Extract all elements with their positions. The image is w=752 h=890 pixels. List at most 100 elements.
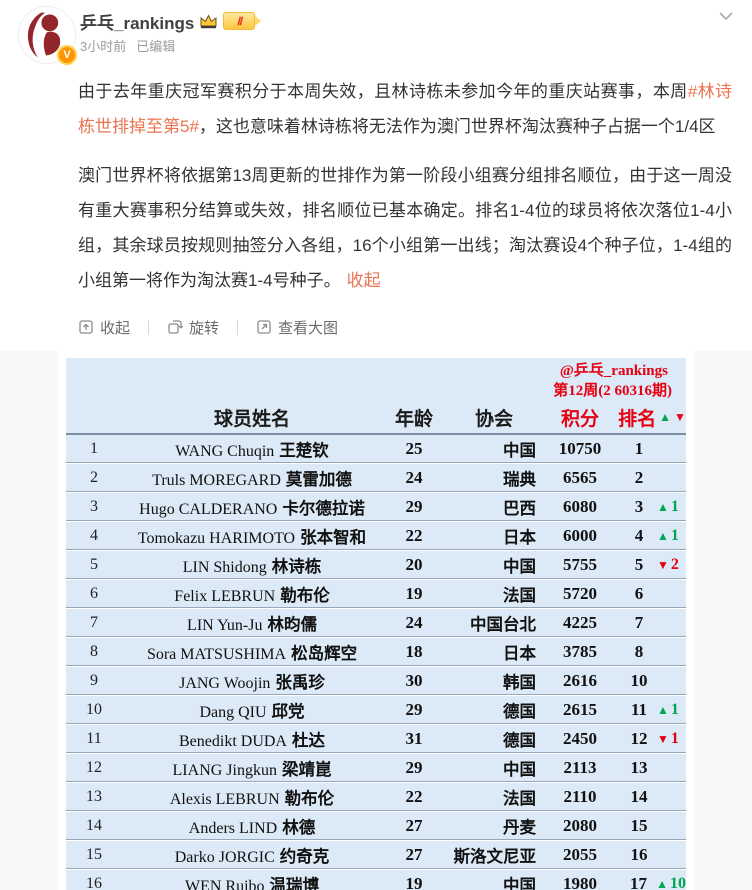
table-row: 9 JANG Woojin 张禹珍 30 韩国 2616 10 bbox=[66, 667, 686, 695]
player-name-cell: LIN Yun-Ju 林昀儒 bbox=[122, 611, 382, 635]
player-points: 2615 bbox=[563, 699, 597, 719]
table-row: 12 LIANG Jingkun 梁靖崑 29 中国 2113 13 bbox=[66, 754, 686, 782]
player-name-cell: Benedikt DUDA 杜达 bbox=[122, 727, 382, 751]
player-name-cell: Tomokazu HARIMOTO 张本智和 bbox=[122, 524, 382, 548]
player-points: 10750 bbox=[558, 438, 602, 458]
column-association: 协会 bbox=[474, 408, 513, 430]
player-association: 法国 bbox=[503, 586, 536, 605]
username[interactable]: 乒乓_rankings bbox=[80, 13, 195, 33]
player-name-latin: LIANG Jingkun bbox=[172, 761, 277, 779]
table-row: 3 Hugo CALDERANO 卡尔德拉诺 29 巴西 6080 3 ▲ 1 bbox=[66, 493, 686, 521]
player-association: 中国 bbox=[503, 876, 536, 890]
rotate-button[interactable]: 旋转 bbox=[167, 317, 219, 338]
row-number: 11 bbox=[86, 729, 102, 747]
player-name-chinese: 林昀儒 bbox=[267, 615, 317, 634]
timestamp: 3小时前 bbox=[80, 39, 127, 54]
player-name-cell: WANG Chuqin 王楚钦 bbox=[122, 437, 382, 461]
player-points: 2450 bbox=[563, 728, 597, 748]
toolbar-divider bbox=[237, 319, 239, 335]
paragraph-2: 澳门世界杯将依据第13周更新的世排作为第一阶段小组赛分组排名顺位，由于这一周没有… bbox=[78, 158, 732, 298]
player-points: 5720 bbox=[563, 583, 597, 603]
player-rank-cell: 15 bbox=[618, 816, 686, 836]
player-name-latin: Sora MATSUSHIMA bbox=[146, 645, 287, 663]
player-age: 19 bbox=[405, 873, 423, 890]
row-number: 6 bbox=[90, 584, 98, 602]
post-image-area: @乒乓_rankings 第12周(2 60316期) 球员姓名 年龄 协会 积… bbox=[0, 351, 752, 890]
ranking-image[interactable]: @乒乓_rankings 第12周(2 60316期) 球员姓名 年龄 协会 积… bbox=[58, 351, 694, 890]
table-row: 1 WANG Chuqin 王楚钦 25 中国 10750 1 bbox=[66, 435, 686, 463]
player-name-chinese: 邱党 bbox=[271, 702, 305, 721]
player-age: 31 bbox=[405, 728, 423, 748]
rank-change-value: 1 bbox=[670, 729, 679, 747]
player-age: 29 bbox=[405, 757, 423, 777]
player-name-cell: Hugo CALDERANO 卡尔德拉诺 bbox=[122, 495, 382, 519]
row-number: 8 bbox=[90, 642, 98, 660]
ranking-table: @乒乓_rankings 第12周(2 60316期) 球员姓名 年龄 协会 积… bbox=[66, 358, 686, 890]
rotate-label: 旋转 bbox=[189, 319, 220, 337]
player-name-cell: Truls MOREGARD 莫雷加德 bbox=[122, 466, 382, 490]
para1-text-before: 由于去年重庆冠军赛积分于本周失效，且林诗栋未参加今年的重庆站赛事，本周 bbox=[78, 82, 688, 101]
player-association: 中国台北 bbox=[470, 615, 536, 634]
table-row: 6 Felix LEBRUN 勒布伦 19 法国 5720 6 bbox=[66, 580, 686, 608]
column-rank-label: 排名 bbox=[618, 408, 657, 430]
table-row: 14 Anders LIND 林德 27 丹麦 2080 15 bbox=[66, 812, 686, 840]
column-age: 年龄 bbox=[394, 408, 433, 430]
row-number: 4 bbox=[90, 526, 98, 544]
player-name-cell: Alexis LEBRUN 勒布伦 bbox=[122, 785, 382, 809]
table-header: @乒乓_rankings 第12周(2 60316期) 球员姓名 年龄 协会 积… bbox=[66, 358, 686, 435]
player-name-chinese: 勒布伦 bbox=[284, 789, 335, 808]
player-name-latin: JANG Woojin bbox=[179, 674, 271, 692]
table-row: 5 LIN Shidong 林诗栋 20 中国 5755 5 ▼ 2 bbox=[66, 551, 686, 579]
collapse-text-link[interactable]: 收起 bbox=[346, 271, 381, 290]
player-association: 斯洛文尼亚 bbox=[453, 847, 537, 866]
row-number: 9 bbox=[90, 671, 98, 689]
table-row: 2 Truls MOREGARD 莫雷加德 24 瑞典 6565 2 bbox=[66, 464, 686, 492]
player-age: 24 bbox=[405, 612, 423, 632]
image-watermark: @乒乓_rankings bbox=[559, 363, 668, 379]
player-name-cell: Dang QIU 邱党 bbox=[122, 698, 382, 722]
player-rank: 6 bbox=[634, 583, 644, 603]
chevron-down-icon[interactable] bbox=[718, 8, 734, 26]
player-association: 巴西 bbox=[503, 499, 536, 518]
player-name-latin: Hugo CALDERANO bbox=[139, 500, 278, 518]
rank-change-value: 2 bbox=[670, 555, 679, 573]
rank-down-icon: ▼ bbox=[657, 731, 669, 746]
player-association: 丹麦 bbox=[503, 818, 536, 837]
player-points: 6000 bbox=[563, 525, 597, 545]
para1-text-after: ，这也意味着林诗栋将无法作为澳门世界杯淘汰赛种子占据一个1/4区 bbox=[198, 117, 716, 136]
collapse-image-button[interactable]: 收起 bbox=[78, 317, 130, 338]
player-rank-cell: 16 bbox=[618, 845, 686, 865]
player-name-chinese: 卡尔德拉诺 bbox=[282, 499, 365, 518]
player-rank-cell: 5 ▼ 2 bbox=[618, 555, 686, 575]
player-name-chinese: 杜达 bbox=[291, 731, 325, 750]
view-large-button[interactable]: 查看大图 bbox=[256, 317, 338, 338]
player-name-latin: Darko JORGIC bbox=[174, 848, 275, 866]
player-association: 韩国 bbox=[503, 673, 536, 692]
hashtag-link[interactable]: #林诗栋世排掉至第5# bbox=[78, 82, 732, 136]
row-number: 5 bbox=[90, 555, 98, 573]
player-association: 日本 bbox=[503, 644, 536, 663]
player-rank: 4 bbox=[634, 525, 644, 545]
player-rank-cell: 10 bbox=[618, 671, 686, 691]
player-points: 2616 bbox=[563, 670, 597, 690]
image-toolbar: 收起 旋转 查看大图 bbox=[78, 312, 752, 342]
table-row: 8 Sora MATSUSHIMA 松岛辉空 18 日本 3785 8 bbox=[66, 638, 686, 666]
player-name-latin: LIN Yun-Ju bbox=[187, 616, 263, 634]
column-points: 积分 bbox=[560, 408, 599, 430]
player-rank: 16 bbox=[630, 844, 648, 864]
toolbar-divider bbox=[148, 319, 150, 335]
vip-level-label: Ⅱ bbox=[236, 15, 243, 28]
table-row: 7 LIN Yun-Ju 林昀儒 24 中国台北 4225 7 bbox=[66, 609, 686, 637]
player-rank: 17 bbox=[630, 873, 648, 890]
player-age: 29 bbox=[405, 699, 423, 719]
row-number: 10 bbox=[86, 700, 102, 718]
player-name-cell: LIN Shidong 林诗栋 bbox=[122, 553, 382, 577]
player-name-latin: WANG Chuqin bbox=[175, 442, 275, 460]
player-age: 20 bbox=[405, 554, 423, 574]
table-row: 15 Darko JORGIC 约奇克 27 斯洛文尼亚 2055 16 bbox=[66, 841, 686, 869]
player-rank: 13 bbox=[630, 757, 648, 777]
avatar[interactable]: V bbox=[18, 6, 77, 65]
player-rank-cell: 13 bbox=[618, 758, 686, 778]
rank-up-icon: ▲ bbox=[657, 499, 669, 514]
player-association: 瑞典 bbox=[503, 470, 536, 489]
